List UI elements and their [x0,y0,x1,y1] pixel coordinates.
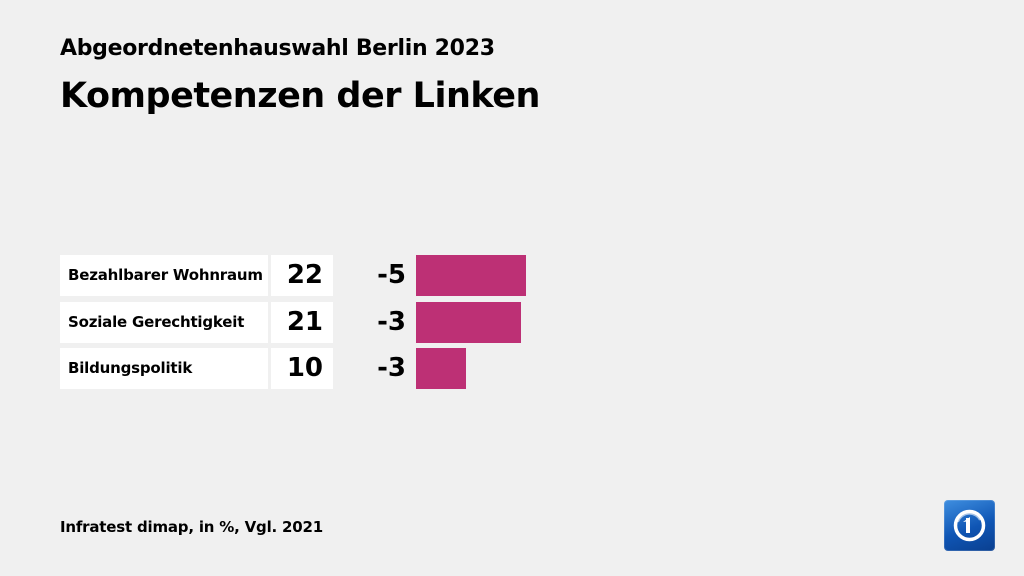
category-label: Soziale Gerechtigkeit [60,302,268,343]
chart-row: Bildungspolitik 10 -3 [60,348,560,389]
tagesschau-logo-icon [944,500,995,551]
chart-subtitle: Abgeordnetenhauswahl Berlin 2023 [60,36,495,61]
category-label: Bildungspolitik [60,348,268,389]
chart-row: Soziale Gerechtigkeit 21 -3 [60,302,560,343]
chart-row: Bezahlbarer Wohnraum 22 -5 [60,255,560,296]
bar [416,302,521,343]
value-label: 22 [271,255,333,296]
source-note: Infratest dimap, in %, Vgl. 2021 [60,518,324,536]
value-label: 21 [271,302,333,343]
bar [416,255,526,296]
diff-label: -5 [336,255,409,296]
category-label: Bezahlbarer Wohnraum [60,255,268,296]
chart-title: Kompetenzen der Linken [60,76,540,116]
bar [416,348,466,389]
diff-label: -3 [336,348,409,389]
diff-label: -3 [336,302,409,343]
value-label: 10 [271,348,333,389]
